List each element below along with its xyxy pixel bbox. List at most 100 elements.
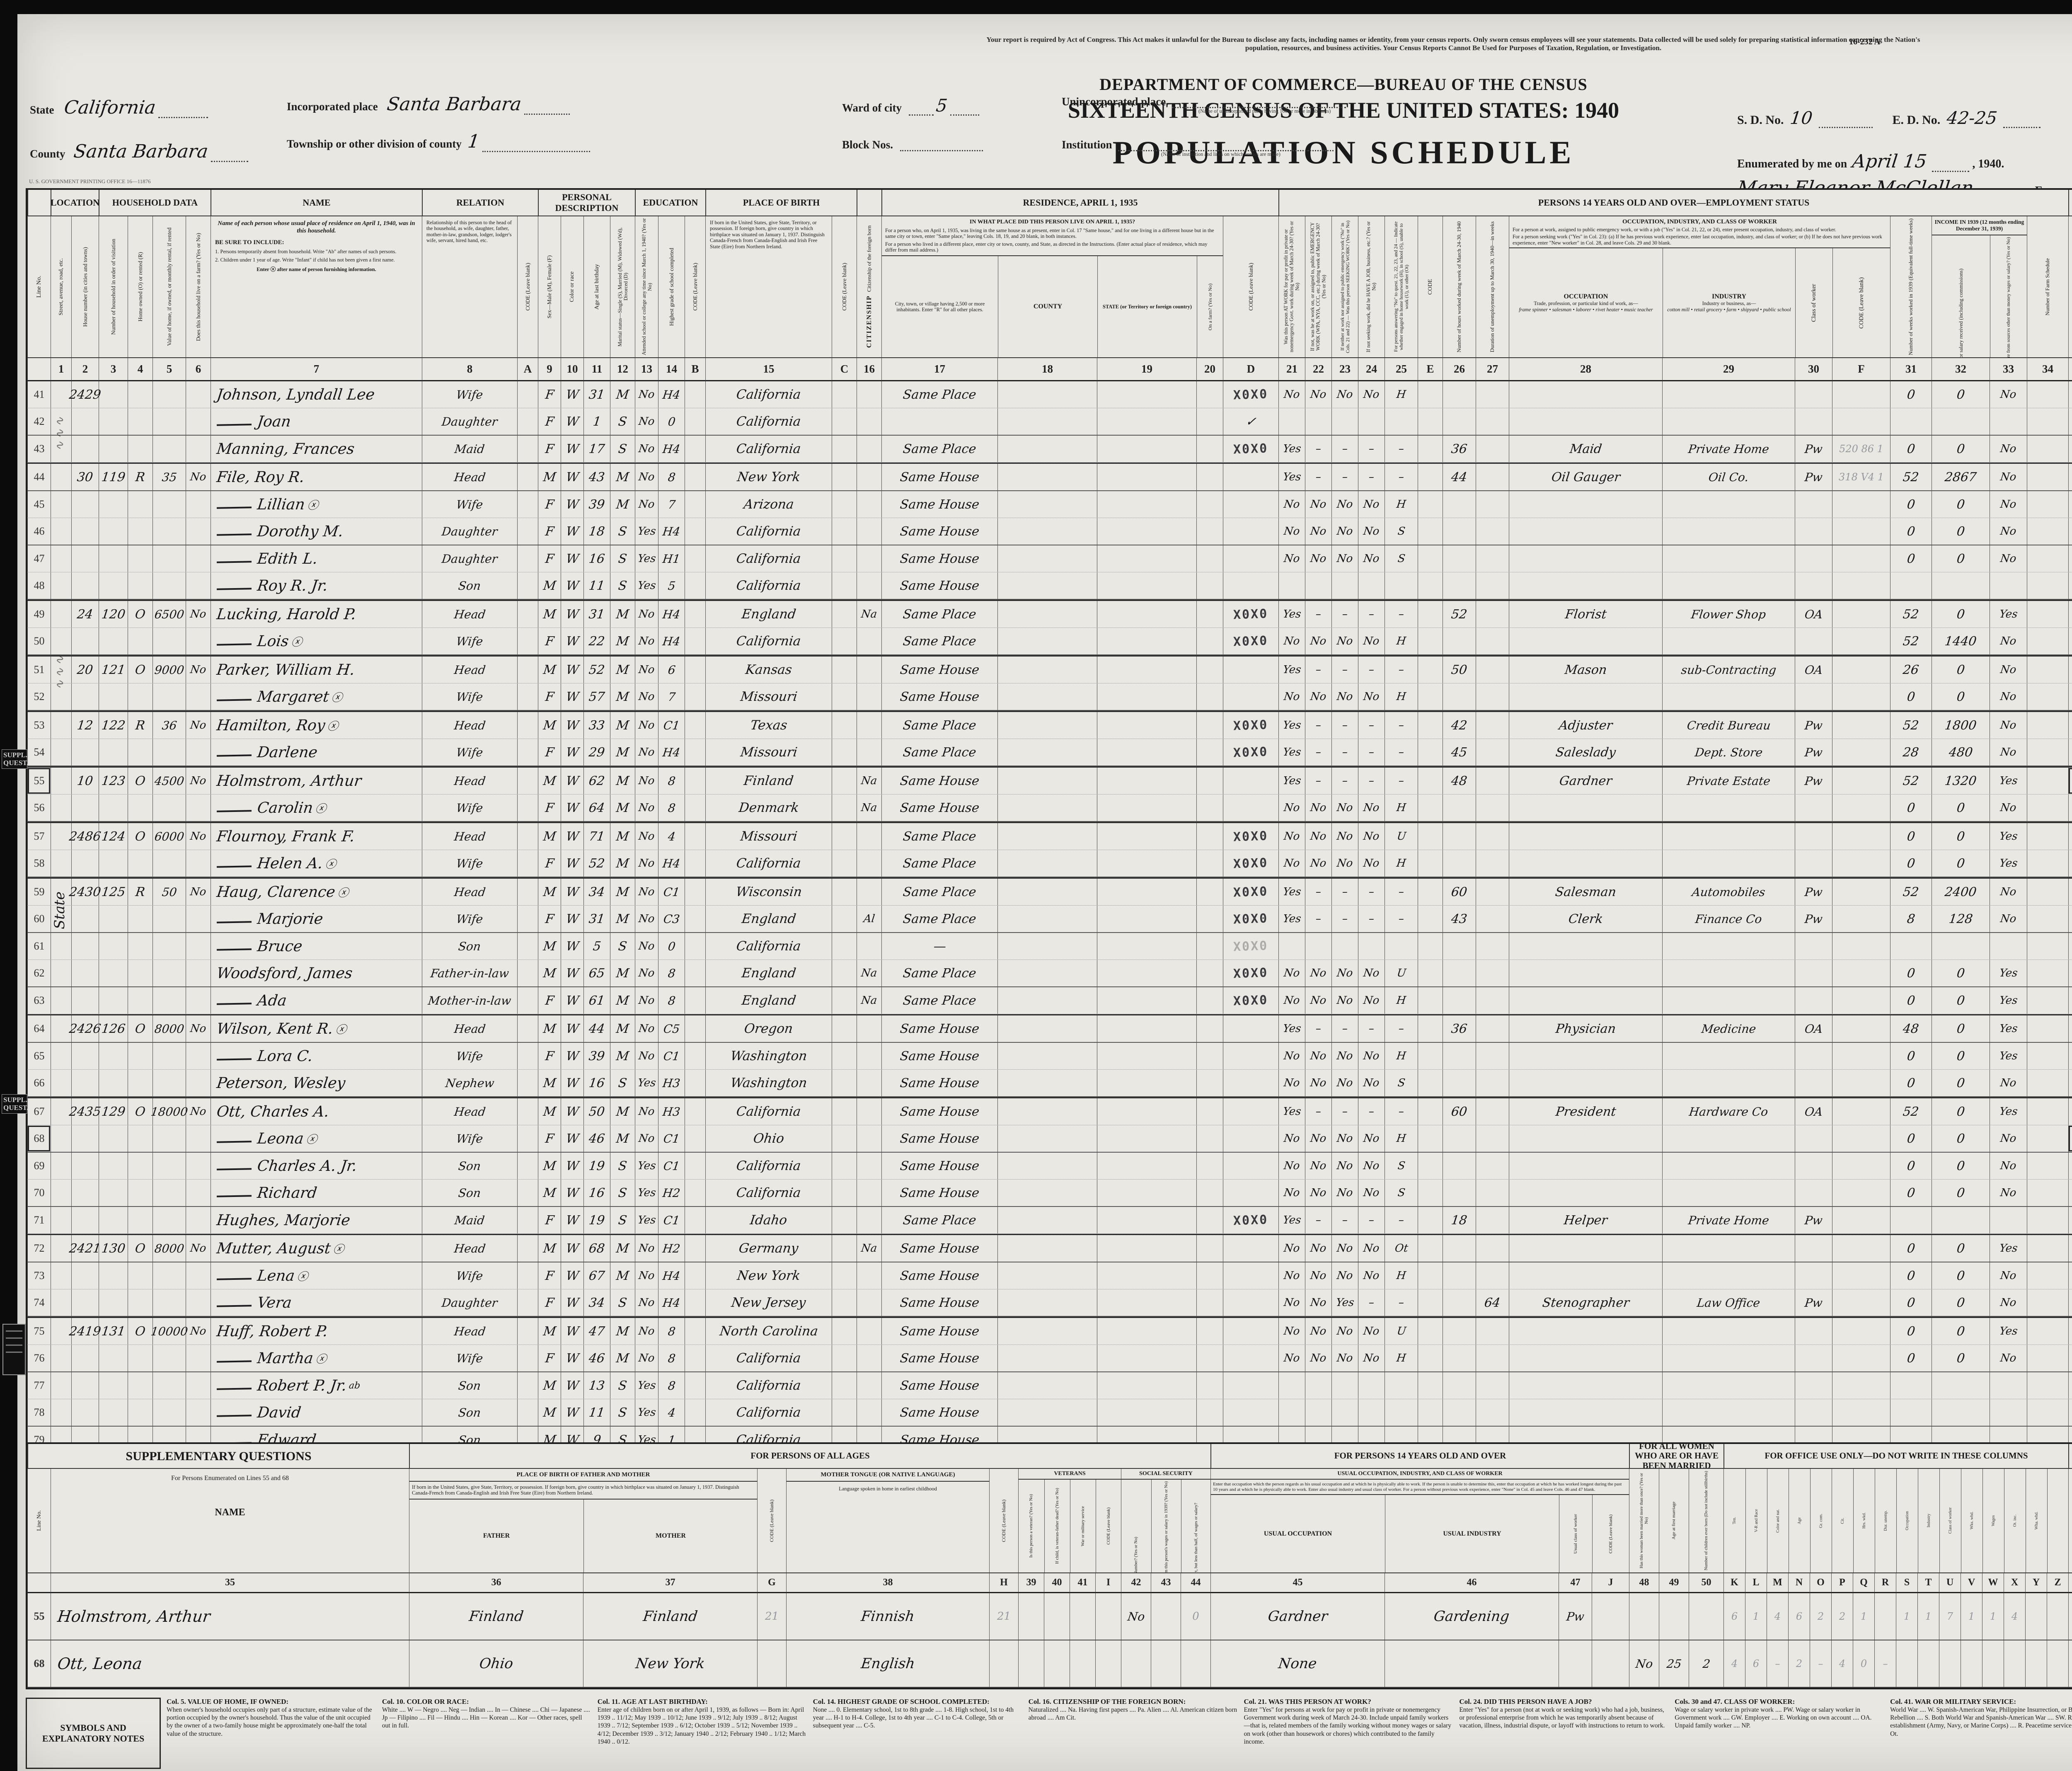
cell-r19-46 [1097, 518, 1196, 545]
cell-sx-59: M [538, 879, 561, 905]
cell-lnL-70: 70 [27, 1180, 51, 1206]
cell-value-q25: H [1396, 1132, 1407, 1145]
cell-value-hh: 129 [100, 1104, 126, 1119]
cell-rl-53: Head [422, 712, 517, 739]
cell-fm-67: No [186, 1098, 211, 1125]
surname-ditto-mark [216, 1141, 252, 1143]
cell-st-41 [51, 381, 71, 408]
cell-value-rl: Son [457, 579, 482, 593]
cell-vl-43 [152, 436, 186, 462]
cell-fs-76 [2027, 1345, 2068, 1371]
supp-col-number-V: V [1961, 1572, 1982, 1593]
cell-q25-71: – [1385, 1207, 1418, 1233]
cell-hh-76 [99, 1345, 128, 1371]
cell-value-hn: 2421 [68, 1241, 102, 1256]
census-row-line-44: 44 30 119 R 35 No File, Roy R. Head M W 43 M No 8 New … [27, 463, 2072, 491]
cell-value-cw: Pw [1804, 912, 1823, 926]
supp-col-number-48: 48 [1629, 1572, 1659, 1593]
cell-value-ag: 39 [588, 1049, 606, 1064]
cell-value-cw: Pw [1804, 718, 1823, 732]
cell-value-r17: Same Place [902, 745, 977, 760]
cell-q21-71: Yes [1278, 1207, 1305, 1233]
cell-r17-47: Same House [881, 545, 997, 572]
cell-nm-67: Ott, Charles A. [211, 1098, 422, 1125]
cell-oi-78 [1990, 1399, 2027, 1426]
cell-value-q23: Yes [1335, 1296, 1355, 1309]
cell-st-54 [51, 739, 71, 766]
cell-ag-46: 18 [583, 518, 610, 545]
cell-r19-63 [1097, 987, 1196, 1014]
cell-ag-72: 68 [583, 1235, 610, 1262]
cell-value-q22: No [1310, 1352, 1327, 1364]
cell-value-q24: No [1363, 857, 1380, 870]
cell-r17-45: Same House [881, 491, 997, 518]
cell-value-sx: F [544, 1268, 555, 1283]
cell-value-q24: No [1363, 830, 1380, 843]
col-number-12: 12 [610, 357, 635, 381]
cell-fm-74 [186, 1289, 211, 1316]
cell-st-46 [51, 518, 71, 545]
cell-value-pb: England [741, 911, 797, 926]
cell-value-q22: No [1310, 830, 1327, 843]
census-row-line-65: 65 Lora C. Wife F W 39 M No C1 Washington Same Hou… [27, 1043, 2072, 1070]
cell-q21-54: Yes [1278, 739, 1305, 766]
supp-value-L: 1 [1752, 1611, 1760, 1622]
cell-wg-70: 0 [1932, 1180, 1990, 1206]
cell-cA-75 [517, 1318, 538, 1345]
cell-ct-48 [857, 572, 881, 599]
cell-fm-68 [186, 1125, 211, 1152]
cell-ms-56: M [610, 795, 635, 821]
cell-r20-69 [1196, 1153, 1223, 1179]
supp-cell-w48-55 [1629, 1593, 1659, 1640]
cell-sx-60: F [538, 906, 561, 932]
cell-wk-48 [1890, 572, 1932, 599]
cell-value-rl: Head [453, 885, 487, 899]
cell-fm-73 [186, 1262, 211, 1289]
cell-ag-69: 19 [583, 1153, 610, 1179]
cell-value-cw: Pw [1804, 1296, 1823, 1310]
cell-cF-59 [1832, 879, 1890, 905]
cell-value-ms: M [615, 1351, 630, 1366]
cell-value-q23: No [1336, 1242, 1354, 1255]
cell-pb-76: California [705, 1345, 832, 1371]
cell-value-ms: M [615, 387, 630, 402]
supp-col-number-44: 44 [1181, 1572, 1210, 1593]
cell-value-cr: W [565, 1158, 580, 1173]
person-name: Edith L. [256, 550, 319, 567]
cell-value-q23: – [1341, 608, 1348, 620]
office-label-5-text: Cit. [1840, 1517, 1845, 1524]
cell-value-gr: 4 [667, 1405, 676, 1420]
cell-cD-46 [1223, 518, 1278, 545]
cell-rl-68: Wife [422, 1125, 517, 1152]
cell-fm-55: No [186, 768, 211, 794]
cell-sx-54: F [538, 739, 561, 766]
cell-sx-69: M [538, 1153, 561, 1179]
cell-oi-65: Yes [1990, 1043, 2027, 1069]
cell-r17-71: Same Place [881, 1207, 997, 1233]
cell-or-47 [128, 545, 152, 572]
cell-q25-57: U [1385, 823, 1418, 850]
institution-dots [1118, 139, 1334, 151]
cell-ms-75: M [610, 1318, 635, 1345]
cell-r19-54 [1097, 739, 1196, 766]
ward-dots1 [908, 103, 934, 116]
cell-value-gr: C1 [662, 1213, 681, 1227]
cell-oi-77 [1990, 1372, 2027, 1399]
cell-fm-46 [186, 518, 211, 545]
cell-wg-62: 0 [1932, 960, 1990, 986]
cell-cC-58 [832, 850, 857, 877]
cell-r20-79 [1196, 1427, 1223, 1453]
cell-pb-60: England [705, 906, 832, 932]
cell-cC-52 [832, 683, 857, 710]
supp-subtitle: For Persons Enumerated on Lines 55 and 6… [171, 1475, 289, 1482]
census-row-line-70: 70 Richard Son M W 16 S Yes H2 California Same Hou… [27, 1180, 2072, 1207]
cell-value-q24: No [1363, 1132, 1380, 1145]
cell-ag-62: 65 [583, 960, 610, 986]
group-header-household: HOUSEHOLD DATA [99, 190, 211, 216]
cell-cw-62 [1795, 960, 1832, 986]
cell-or-44: R [128, 464, 152, 490]
cell-st-73 [51, 1262, 71, 1289]
cell-wg-63: 0 [1932, 987, 1990, 1014]
cell-value-sx: F [544, 1131, 555, 1146]
cell-oc-57 [1509, 823, 1662, 850]
